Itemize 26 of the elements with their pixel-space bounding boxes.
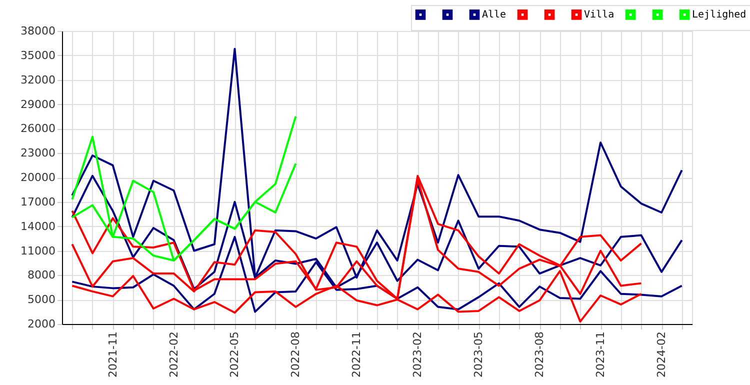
x-tick-label: 2022-05 (228, 332, 242, 378)
x-tick-label: 2024-02 (655, 332, 668, 378)
legend-label: Villa (584, 10, 614, 21)
y-tick-label: 17000 (20, 195, 56, 208)
x-tick-label: 2023-11 (594, 332, 608, 378)
x-tick-label: 2022-11 (350, 332, 364, 378)
x-tick-label: 2023-08 (533, 332, 546, 378)
x-tick-label: 2022-02 (167, 332, 180, 378)
y-tick-label: 14000 (20, 220, 56, 233)
x-tick-label: 2023-05 (472, 332, 486, 378)
x-tick-label: 2021-11 (106, 332, 120, 378)
y-tick-label: 2000 (28, 318, 56, 330)
y-tick-label: 23000 (20, 146, 56, 160)
y-tick-label: 20000 (20, 171, 56, 184)
legend-label: Lejlighed (692, 10, 746, 21)
x-tick-label: 2022-08 (289, 332, 302, 378)
x-tick-label: 2023-02 (411, 332, 424, 378)
y-tick-label: 11000 (20, 244, 56, 258)
y-tick-label: 26000 (20, 122, 56, 136)
y-tick-label: 35000 (20, 48, 56, 62)
y-tick-label: 32000 (20, 73, 56, 86)
y-tick-label: 29000 (20, 98, 56, 111)
legend-label: Alle (482, 10, 506, 21)
y-tick-label: 8000 (28, 268, 56, 282)
y-tick-label: 38000 (20, 24, 56, 38)
y-tick-label: 5000 (28, 293, 56, 306)
